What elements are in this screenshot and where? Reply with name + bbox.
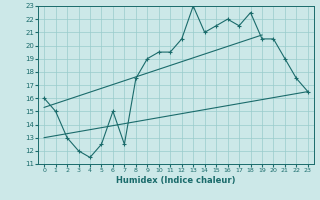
X-axis label: Humidex (Indice chaleur): Humidex (Indice chaleur) [116, 176, 236, 185]
